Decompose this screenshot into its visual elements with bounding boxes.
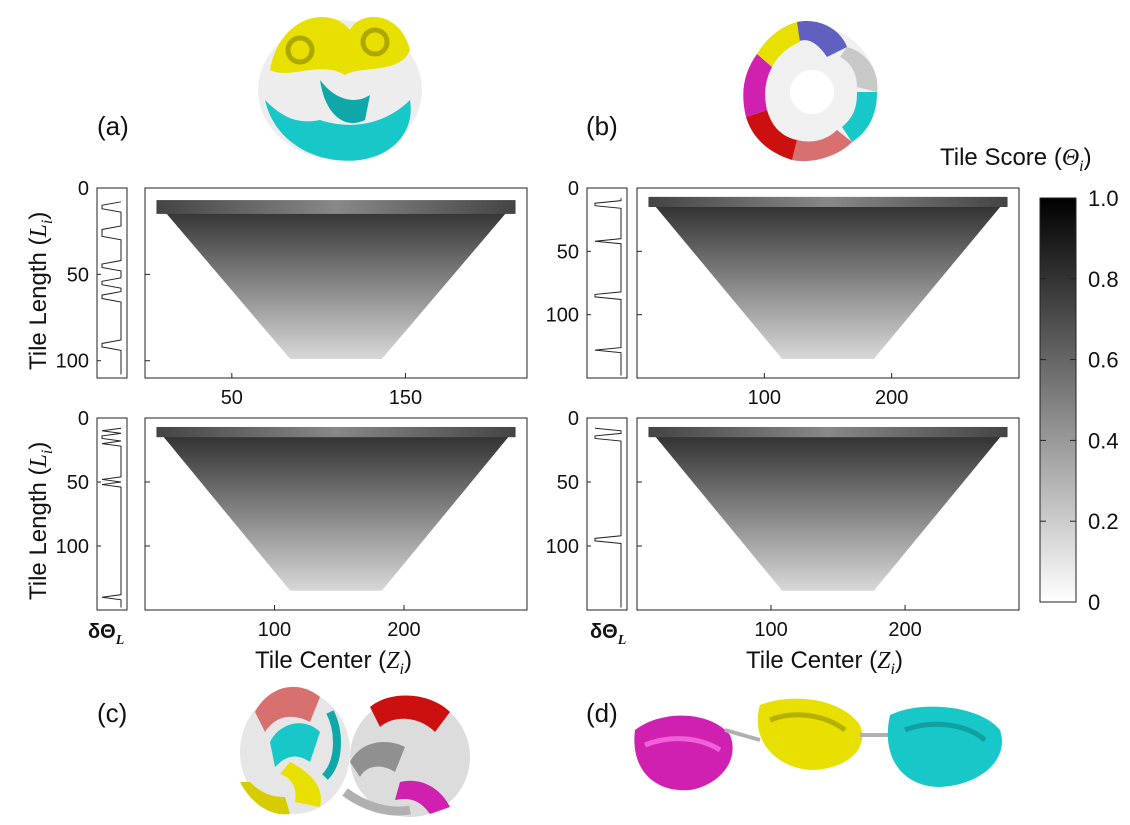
y-tick-label: 100 [546,536,579,558]
heatmap-region [156,428,515,591]
panel-label-d: (d) [586,698,618,728]
y-tick-label: 100 [546,305,579,327]
side-label-right: δΘL [590,621,626,648]
panel-label-a: (a) [97,111,129,141]
y-tick-label: 50 [67,472,89,494]
heatmap-panel-a: 0 50 100 50 150 [56,178,527,409]
protein-structure-c [240,687,470,817]
protein-structure-d [634,699,1002,791]
y-tick-label: 0 [568,408,579,430]
x-axis-title-right: Tile Center (Zi) [746,647,903,678]
x-tick-label: 200 [387,619,420,641]
colorbar-tick-label: 0.8 [1088,267,1119,292]
x-tick-label: 100 [258,619,291,641]
colorbar-tick-label: 0.2 [1088,509,1119,534]
colorbar-tick-label: 0.6 [1088,348,1119,373]
colorbar-tick-label: 0 [1088,590,1100,615]
heatmap-region [648,428,1007,591]
x-tick-label: 200 [888,619,921,641]
heatmap-panel-b: 0 50 100 100 200 [546,178,1019,409]
protein-structure-b [743,21,878,161]
heatmap-top-band [156,200,515,214]
colorbar-gradient [1040,198,1076,602]
y-tick-label: 50 [557,472,579,494]
x-tick-label: 150 [389,387,422,409]
y-tick-label: 50 [67,264,89,286]
heatmap-region [648,198,1007,359]
panel-label-b: (b) [586,111,618,141]
x-tick-label: 200 [875,387,908,409]
colorbar-title: Tile Score (Θi) [940,144,1092,175]
side-label-left: δΘL [88,621,124,648]
x-axis-title-left: Tile Center (Zi) [255,647,412,678]
y-tick-label: 0 [78,178,89,200]
heatmap-panel-c: 0 50 100 100 200 [56,408,527,641]
x-tick-label: 100 [754,619,787,641]
heatmap-region [156,202,515,359]
colorbar-tick-label: 1.0 [1088,186,1119,211]
x-tick-label: 50 [221,387,243,409]
y-tick-label: 50 [557,241,579,263]
heatmap-panel-d: 0 50 100 100 200 [546,408,1019,641]
y-tick-label: 0 [568,178,579,200]
heatmap-top-band [156,427,515,437]
colorbar-tick-label: 0.4 [1088,428,1119,453]
panel-label-c: (c) [97,698,127,728]
y-axis-title-bottom: Tile Length (Li) [25,442,56,600]
heatmap-top-band [648,427,1007,437]
heatmap-top-band [648,197,1007,207]
y-tick-label: 100 [56,351,89,373]
x-tick-label: 100 [748,387,781,409]
side-profile-frame [97,418,127,610]
y-axis-title-top: Tile Length (Li) [25,212,56,370]
protein-structure-a [258,17,422,161]
y-tick-label: 0 [78,408,89,430]
y-tick-label: 100 [56,536,89,558]
